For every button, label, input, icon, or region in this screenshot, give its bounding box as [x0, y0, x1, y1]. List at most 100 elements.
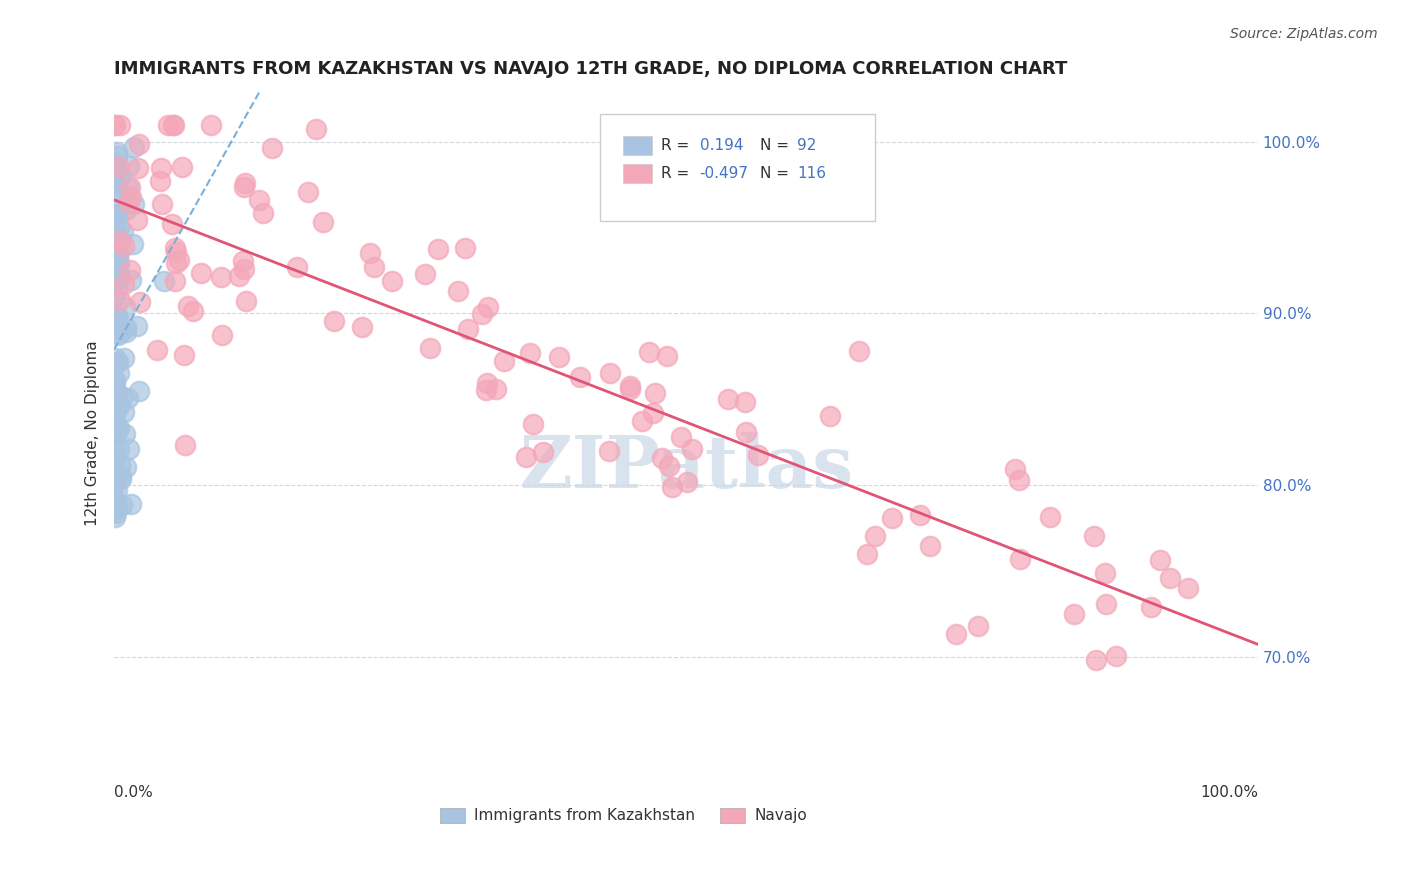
- Point: [880, 511, 903, 525]
- Text: N =: N =: [761, 138, 789, 153]
- Point: [233, 180, 256, 194]
- Point: [651, 451, 673, 466]
- Point: [117, 391, 139, 405]
- Point: [252, 206, 274, 220]
- Point: [427, 242, 450, 256]
- Point: [475, 384, 498, 398]
- Point: [661, 480, 683, 494]
- Point: [531, 445, 554, 459]
- Point: [103, 319, 125, 334]
- Point: [107, 327, 129, 342]
- Point: [104, 374, 127, 388]
- Point: [477, 300, 499, 314]
- Point: [103, 393, 125, 408]
- Point: [105, 384, 128, 399]
- Point: [658, 458, 681, 473]
- Point: [104, 315, 127, 329]
- Point: [103, 426, 125, 441]
- Point: [447, 284, 470, 298]
- Point: [103, 174, 125, 188]
- Point: [104, 273, 127, 287]
- Point: [127, 161, 149, 176]
- Point: [103, 156, 125, 170]
- Point: [598, 443, 620, 458]
- Point: [285, 260, 308, 274]
- Text: IMMIGRANTS FROM KAZAKHSTAN VS NAVAJO 12TH GRADE, NO DIPLOMA CORRELATION CHART: IMMIGRANTS FROM KAZAKHSTAN VS NAVAJO 12T…: [114, 60, 1067, 78]
- Point: [108, 458, 131, 472]
- Point: [519, 346, 541, 360]
- FancyBboxPatch shape: [623, 164, 652, 183]
- Point: [115, 325, 138, 339]
- Point: [104, 446, 127, 460]
- Point: [522, 417, 544, 432]
- Point: [122, 197, 145, 211]
- Point: [734, 425, 756, 440]
- Point: [471, 307, 494, 321]
- Point: [104, 358, 127, 372]
- Text: -0.497: -0.497: [700, 166, 749, 181]
- Point: [111, 390, 134, 404]
- Point: [105, 326, 128, 340]
- Point: [104, 425, 127, 440]
- Point: [675, 475, 697, 489]
- Point: [150, 196, 173, 211]
- Point: [160, 218, 183, 232]
- Point: [129, 295, 152, 310]
- Point: [124, 140, 146, 154]
- Point: [104, 317, 127, 331]
- Point: [104, 509, 127, 524]
- Point: [747, 448, 769, 462]
- Point: [128, 384, 150, 398]
- Point: [323, 314, 346, 328]
- Point: [211, 328, 233, 343]
- Point: [173, 349, 195, 363]
- Point: [818, 409, 841, 424]
- Point: [865, 529, 887, 543]
- Point: [162, 118, 184, 132]
- Point: [110, 169, 132, 184]
- Point: [118, 263, 141, 277]
- Point: [114, 203, 136, 218]
- Point: [110, 469, 132, 483]
- Point: [200, 118, 222, 132]
- Point: [599, 366, 621, 380]
- Point: [260, 141, 283, 155]
- Text: ZIPatlas: ZIPatlas: [519, 433, 853, 503]
- Point: [104, 422, 127, 436]
- Point: [381, 274, 404, 288]
- Text: 100.0%: 100.0%: [1199, 785, 1258, 800]
- Point: [1039, 509, 1062, 524]
- Point: [105, 207, 128, 221]
- Point: [104, 227, 127, 241]
- Point: [104, 225, 127, 239]
- Point: [247, 194, 270, 208]
- Point: [111, 322, 134, 336]
- Point: [104, 451, 127, 466]
- Point: [165, 256, 187, 270]
- Point: [1004, 461, 1026, 475]
- Point: [413, 267, 436, 281]
- Point: [855, 547, 877, 561]
- Point: [104, 183, 127, 197]
- Point: [105, 483, 128, 498]
- Point: [105, 309, 128, 323]
- Point: [419, 341, 441, 355]
- Point: [104, 423, 127, 437]
- Point: [110, 472, 132, 486]
- Point: [104, 207, 127, 221]
- Point: [163, 118, 186, 132]
- Point: [112, 405, 135, 419]
- Text: R =: R =: [661, 166, 689, 181]
- Point: [170, 161, 193, 175]
- Point: [111, 499, 134, 513]
- Point: [233, 261, 256, 276]
- Point: [485, 382, 508, 396]
- FancyBboxPatch shape: [440, 808, 465, 823]
- Point: [104, 163, 127, 178]
- Point: [103, 478, 125, 492]
- Point: [359, 246, 381, 260]
- Point: [103, 502, 125, 516]
- Point: [128, 136, 150, 151]
- Point: [104, 375, 127, 389]
- Point: [312, 215, 335, 229]
